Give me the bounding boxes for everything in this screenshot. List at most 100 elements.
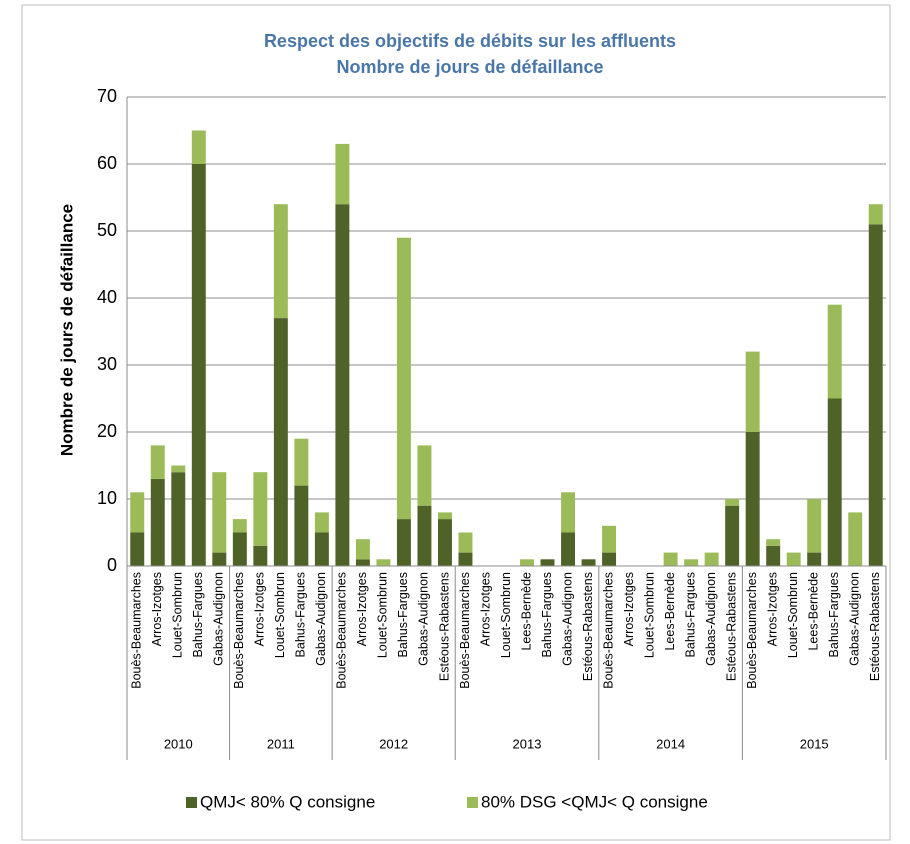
bar-segment bbox=[294, 438, 309, 486]
bar-segment bbox=[253, 545, 268, 566]
bar-segment bbox=[868, 204, 883, 225]
bar-segment bbox=[520, 559, 534, 566]
x-tick-label: Louet-Sombrun bbox=[171, 572, 185, 658]
legend-label: 80% DSG <QMJ< Q consigne bbox=[481, 792, 708, 811]
x-tick-label: Gabas-Audignon bbox=[560, 572, 574, 666]
x-tick-label: Arros-Izotges bbox=[355, 572, 369, 646]
y-tick-label: 40 bbox=[97, 287, 117, 307]
bar-segment bbox=[150, 445, 165, 479]
x-tick-label: Estéous-Rabastens bbox=[437, 572, 451, 681]
chart-title: Respect des objectifs de débits sur les … bbox=[264, 31, 676, 51]
y-tick-label: 10 bbox=[97, 488, 117, 508]
group-label: 2015 bbox=[800, 736, 829, 751]
bar-segment bbox=[130, 492, 145, 533]
x-tick-label: Bouès-Beaumarches bbox=[745, 572, 759, 689]
bar-segment bbox=[561, 492, 576, 533]
bar-segment bbox=[294, 485, 309, 566]
bar-segment bbox=[232, 532, 247, 566]
bar-segment bbox=[355, 559, 370, 566]
y-tick-label: 60 bbox=[97, 153, 117, 173]
bar-segment bbox=[232, 519, 247, 533]
x-tick-label: Louet-Sombrun bbox=[642, 572, 656, 658]
y-tick-label: 30 bbox=[97, 354, 117, 374]
bar-segment bbox=[437, 512, 452, 520]
x-tick-label: Bouès-Beaumarches bbox=[232, 572, 246, 689]
bar-segment bbox=[314, 512, 329, 533]
x-tick-label: Louet-Sombrun bbox=[376, 572, 390, 658]
x-tick-label: Gabas-Audignon bbox=[314, 572, 328, 666]
group-label: 2013 bbox=[513, 736, 542, 751]
bar-segment bbox=[602, 525, 617, 553]
bar-segment bbox=[725, 499, 740, 506]
x-tick-label: Arros-Izotges bbox=[622, 572, 636, 646]
bar-segment bbox=[253, 472, 268, 546]
x-tick-label: Lees-Bernède bbox=[519, 572, 533, 651]
x-tick-label: Estéous-Rabastens bbox=[868, 572, 882, 681]
bar-segment bbox=[848, 512, 863, 566]
group-label: 2011 bbox=[267, 736, 295, 751]
x-tick-label: Bahus-Fargues bbox=[294, 572, 308, 657]
bar-segment bbox=[171, 472, 186, 566]
x-tick-label: Arros-Izotges bbox=[765, 572, 779, 646]
legend-swatch bbox=[186, 797, 197, 808]
bar-segment bbox=[540, 559, 555, 566]
bar-segment bbox=[766, 545, 781, 566]
bar-segment bbox=[561, 532, 576, 566]
x-tick-label: Estéous-Rabastens bbox=[724, 572, 738, 681]
y-tick-label: 50 bbox=[97, 220, 117, 240]
legend-label: QMJ< 80% Q consigne bbox=[200, 792, 375, 811]
bar-segment bbox=[417, 445, 432, 506]
bar-segment bbox=[827, 398, 842, 566]
y-axis-title: Nombre de jours de défaillance bbox=[57, 204, 76, 456]
x-tick-label: Arros-Izotges bbox=[478, 572, 492, 646]
bar-segment bbox=[827, 304, 842, 399]
bar-segment bbox=[437, 519, 452, 566]
bar-segment bbox=[396, 519, 411, 566]
x-tick-label: Gabas-Audignon bbox=[212, 572, 226, 666]
x-tick-label: Bahus-Fargues bbox=[191, 572, 205, 657]
bar-segment bbox=[725, 505, 740, 566]
x-tick-label: Bahus-Fargues bbox=[683, 572, 697, 657]
legend-swatch bbox=[467, 797, 478, 808]
bar-segment bbox=[314, 532, 329, 566]
x-tick-label: Gabas-Audignon bbox=[417, 572, 431, 666]
x-tick-label: Gabas-Audignon bbox=[848, 572, 862, 666]
bar-segment bbox=[150, 478, 165, 566]
x-tick-label: Louet-Sombrun bbox=[273, 572, 287, 658]
x-tick-label: Estéous-Rabastens bbox=[581, 572, 595, 681]
chart-frame bbox=[21, 4, 891, 841]
bar-segment bbox=[704, 552, 719, 566]
x-tick-label: Louet-Sombrun bbox=[499, 572, 513, 658]
bar-segment bbox=[745, 432, 760, 566]
bar-segment bbox=[191, 130, 206, 164]
bar-segment bbox=[396, 237, 411, 520]
bar-segment bbox=[807, 499, 822, 553]
x-tick-label: Lees-Bernède bbox=[663, 572, 677, 651]
bar-segment bbox=[376, 559, 391, 566]
bar-segment bbox=[171, 465, 186, 473]
bar-segment bbox=[417, 505, 432, 566]
y-tick-label: 20 bbox=[97, 421, 117, 441]
bar-segment bbox=[786, 552, 801, 566]
group-label: 2012 bbox=[379, 736, 408, 751]
bar-segment bbox=[355, 539, 370, 560]
bar-segment bbox=[458, 532, 473, 553]
bar-segment bbox=[766, 539, 781, 546]
bar-segment bbox=[868, 224, 883, 567]
x-tick-label: Gabas-Audignon bbox=[704, 572, 718, 666]
y-tick-label: 0 bbox=[107, 555, 117, 575]
bar-segment bbox=[273, 318, 288, 566]
x-tick-label: Bouès-Beaumarches bbox=[335, 572, 349, 689]
bar-segment bbox=[191, 164, 206, 566]
bar-segment bbox=[212, 552, 227, 566]
x-tick-label: Bahus-Fargues bbox=[540, 572, 554, 657]
bar-segment bbox=[335, 204, 350, 566]
bar-segment bbox=[602, 552, 617, 566]
x-tick-label: Bouès-Beaumarches bbox=[458, 572, 472, 689]
x-tick-label: Bouès-Beaumarches bbox=[130, 572, 144, 689]
bar-segment bbox=[745, 351, 760, 432]
x-tick-label: Louet-Sombrun bbox=[786, 572, 800, 658]
chart-subtitle: Nombre de jours de défaillance bbox=[336, 57, 603, 77]
x-tick-label: Bahus-Fargues bbox=[396, 572, 410, 657]
